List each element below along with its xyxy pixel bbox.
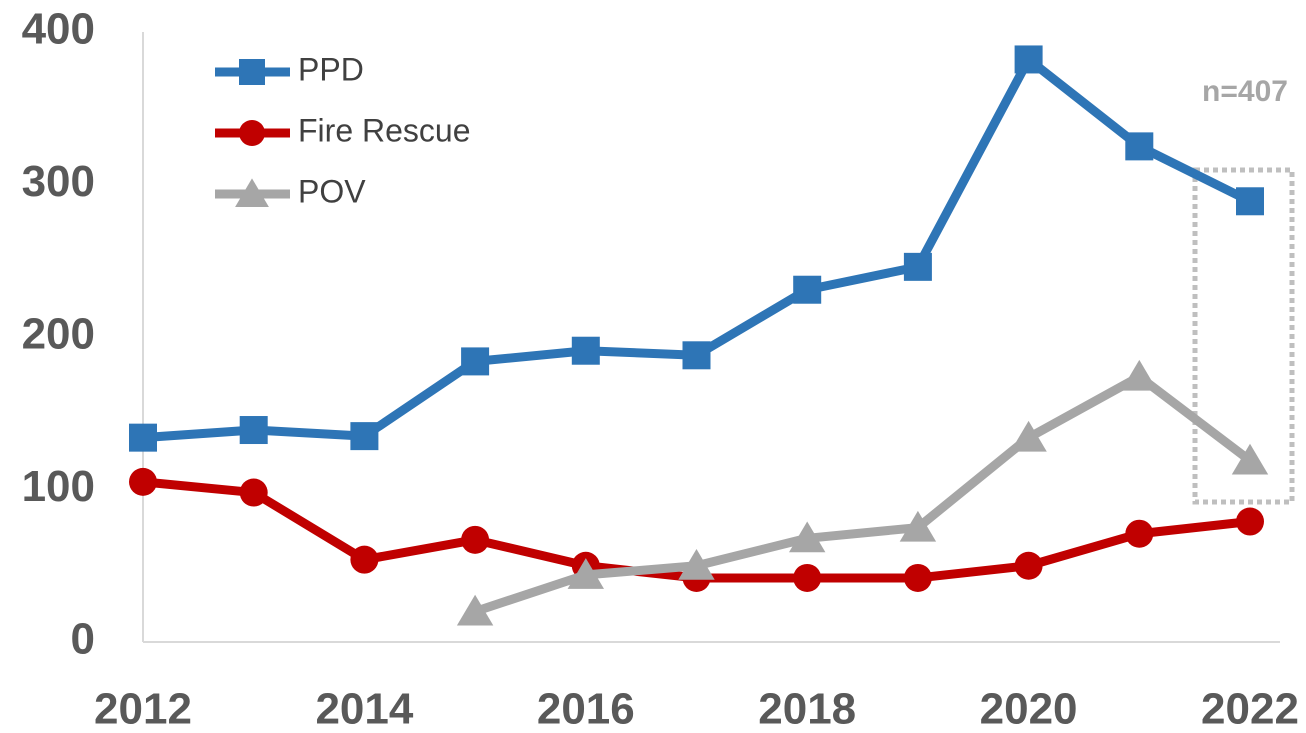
x-tick-label: 2018 bbox=[758, 685, 856, 733]
y-tick-label: 200 bbox=[22, 310, 95, 359]
highlight-box bbox=[1192, 167, 1295, 505]
marker bbox=[678, 548, 715, 580]
marker bbox=[1231, 443, 1269, 475]
y-tick-label: 400 bbox=[22, 5, 95, 54]
marker bbox=[793, 563, 822, 592]
series-line bbox=[473, 372, 1253, 616]
x-tick-label: 2016 bbox=[537, 685, 635, 733]
marker bbox=[682, 341, 711, 370]
legend-marker bbox=[239, 120, 265, 146]
marker bbox=[129, 467, 157, 496]
marker bbox=[461, 525, 490, 554]
x-tick-label: 2020 bbox=[980, 685, 1078, 733]
y-tick-label: 100 bbox=[22, 462, 95, 511]
legend-marker bbox=[239, 59, 265, 85]
marker bbox=[1125, 132, 1154, 161]
legend-label: POV bbox=[298, 173, 366, 209]
y-tick-label: 0 bbox=[71, 615, 95, 664]
marker bbox=[239, 416, 268, 445]
annotation: n=407 bbox=[1202, 75, 1288, 108]
legend-marker bbox=[235, 178, 269, 207]
marker bbox=[1010, 420, 1047, 452]
marker bbox=[903, 252, 932, 281]
x-tick-label: 2014 bbox=[315, 685, 413, 733]
marker bbox=[571, 336, 600, 365]
marker bbox=[789, 521, 826, 553]
marker bbox=[899, 510, 937, 542]
marker bbox=[1236, 507, 1264, 536]
y-tick-label: 300 bbox=[22, 157, 95, 206]
marker bbox=[350, 422, 379, 451]
marker bbox=[1121, 359, 1158, 391]
marker bbox=[793, 275, 822, 304]
marker bbox=[1014, 45, 1043, 74]
marker bbox=[1014, 551, 1043, 580]
x-tick-label: 2012 bbox=[94, 685, 192, 733]
marker bbox=[350, 545, 379, 574]
marker bbox=[1236, 187, 1264, 216]
legend-label: Fire Rescue bbox=[298, 112, 471, 148]
legend-label: PPD bbox=[298, 51, 364, 87]
marker bbox=[461, 347, 490, 376]
marker bbox=[456, 594, 494, 626]
marker bbox=[129, 423, 157, 452]
marker bbox=[567, 558, 604, 589]
marker bbox=[903, 563, 932, 592]
x-tick-label: 2022 bbox=[1201, 685, 1299, 733]
marker bbox=[1125, 519, 1154, 548]
marker bbox=[239, 478, 268, 507]
